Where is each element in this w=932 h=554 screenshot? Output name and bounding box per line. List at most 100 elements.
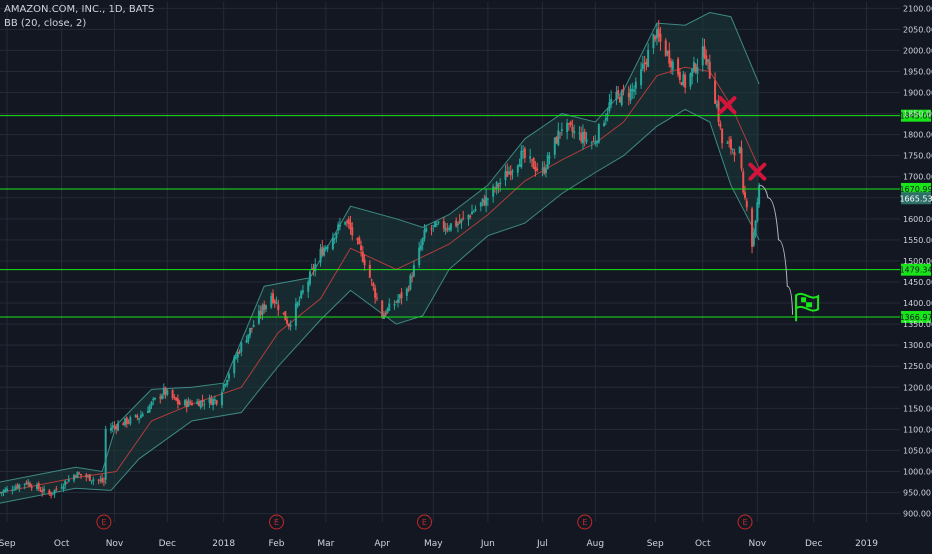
candle-body (689, 73, 692, 87)
candle-body (495, 181, 498, 189)
candle-body (345, 220, 348, 222)
candle-body (508, 171, 511, 175)
candle-body (233, 357, 236, 374)
candle-body (48, 490, 51, 495)
candle-body (692, 61, 695, 72)
candle-body (666, 51, 669, 54)
candle-body (728, 141, 731, 143)
candle-body (300, 291, 303, 299)
candle-body (344, 221, 347, 225)
y-tick-label: 950.00 (903, 489, 931, 498)
y-tick-label: 1050.00 (903, 446, 932, 455)
candle-body (72, 475, 75, 481)
candle-body (2, 490, 5, 493)
candle-body (474, 209, 477, 211)
candle-body (235, 357, 238, 359)
x-tick-label: Sep (647, 539, 664, 549)
candle-body (141, 413, 144, 417)
candle-body (555, 137, 558, 144)
candle-body (606, 113, 609, 115)
level-label-bg (901, 109, 931, 122)
candle-body (522, 150, 525, 152)
candle-body (479, 202, 482, 207)
candle-body (356, 238, 359, 241)
candle-body (467, 214, 470, 220)
candle-body (622, 89, 625, 91)
candle-body (349, 222, 352, 230)
candle-body (161, 395, 164, 399)
earnings-marker: E (416, 514, 432, 530)
candle-body (442, 221, 445, 229)
candle-body (425, 227, 428, 232)
candle-body (536, 168, 539, 171)
candle-body (432, 225, 435, 227)
candle-body (331, 237, 334, 250)
candle-body (659, 33, 662, 42)
level-label-bg (901, 310, 931, 323)
candle-body (136, 415, 139, 418)
candle-body (652, 34, 655, 49)
candle-body (222, 384, 225, 391)
candle-body (347, 218, 350, 224)
candle-body (335, 232, 338, 239)
earnings-circle (737, 514, 753, 530)
candle-body (333, 238, 336, 240)
x-tick-label: Oct (695, 539, 711, 549)
candle-body (405, 288, 408, 296)
candle-body (742, 171, 745, 193)
candle-body (65, 482, 68, 484)
candle-body (92, 479, 95, 482)
candle-body (358, 237, 361, 245)
y-tick-label: 1450.00 (903, 278, 932, 287)
candle-body (532, 157, 535, 169)
candle-body (282, 312, 285, 314)
candle-body (4, 489, 7, 492)
candle-body (321, 247, 324, 256)
target-flag-icon (795, 293, 820, 322)
candle-body (201, 399, 204, 403)
candle-body (620, 90, 623, 105)
candle-body (643, 63, 646, 65)
candle-body (323, 248, 326, 256)
candle-body (462, 217, 465, 219)
level-label: 1845.00 (899, 112, 932, 121)
y-tick-label: 1500.00 (903, 257, 932, 266)
candle-body (153, 397, 156, 400)
candle-body (446, 228, 449, 230)
candle-body (678, 72, 681, 81)
candle-body (127, 422, 130, 424)
candle-body (664, 40, 667, 56)
candle-body (171, 389, 174, 399)
candle-body (516, 165, 519, 173)
candle-body (548, 156, 551, 159)
candle-body (504, 171, 507, 181)
candle-body (203, 404, 206, 406)
level-label-bg (901, 182, 931, 195)
candle-body (312, 267, 315, 271)
candle-body (23, 483, 26, 486)
earnings-marker: E (577, 514, 593, 530)
candle-body (437, 221, 440, 223)
candle-body (368, 264, 371, 278)
last-price-tag-bg (901, 192, 931, 205)
symbol-title: AMAZON.COM, INC., 1D, BATS (4, 4, 155, 15)
candle-body (483, 199, 486, 206)
candle-body (603, 122, 606, 127)
candle-body (580, 133, 583, 142)
indicator-label: BB (20, close, 2) (4, 18, 87, 29)
y-tick-label: 1150.00 (903, 404, 932, 413)
candle-body (715, 104, 718, 107)
bollinger-upper-line (0, 11, 760, 483)
candle-body (471, 211, 474, 215)
x-stroke (718, 96, 737, 115)
candle-body (571, 126, 574, 132)
candle-body (370, 279, 373, 281)
candle-body (250, 327, 253, 329)
candle-body (252, 325, 255, 327)
candle-body (460, 218, 463, 223)
candle-body (6, 488, 9, 491)
candle-body (458, 220, 461, 224)
candle-body (16, 485, 19, 488)
